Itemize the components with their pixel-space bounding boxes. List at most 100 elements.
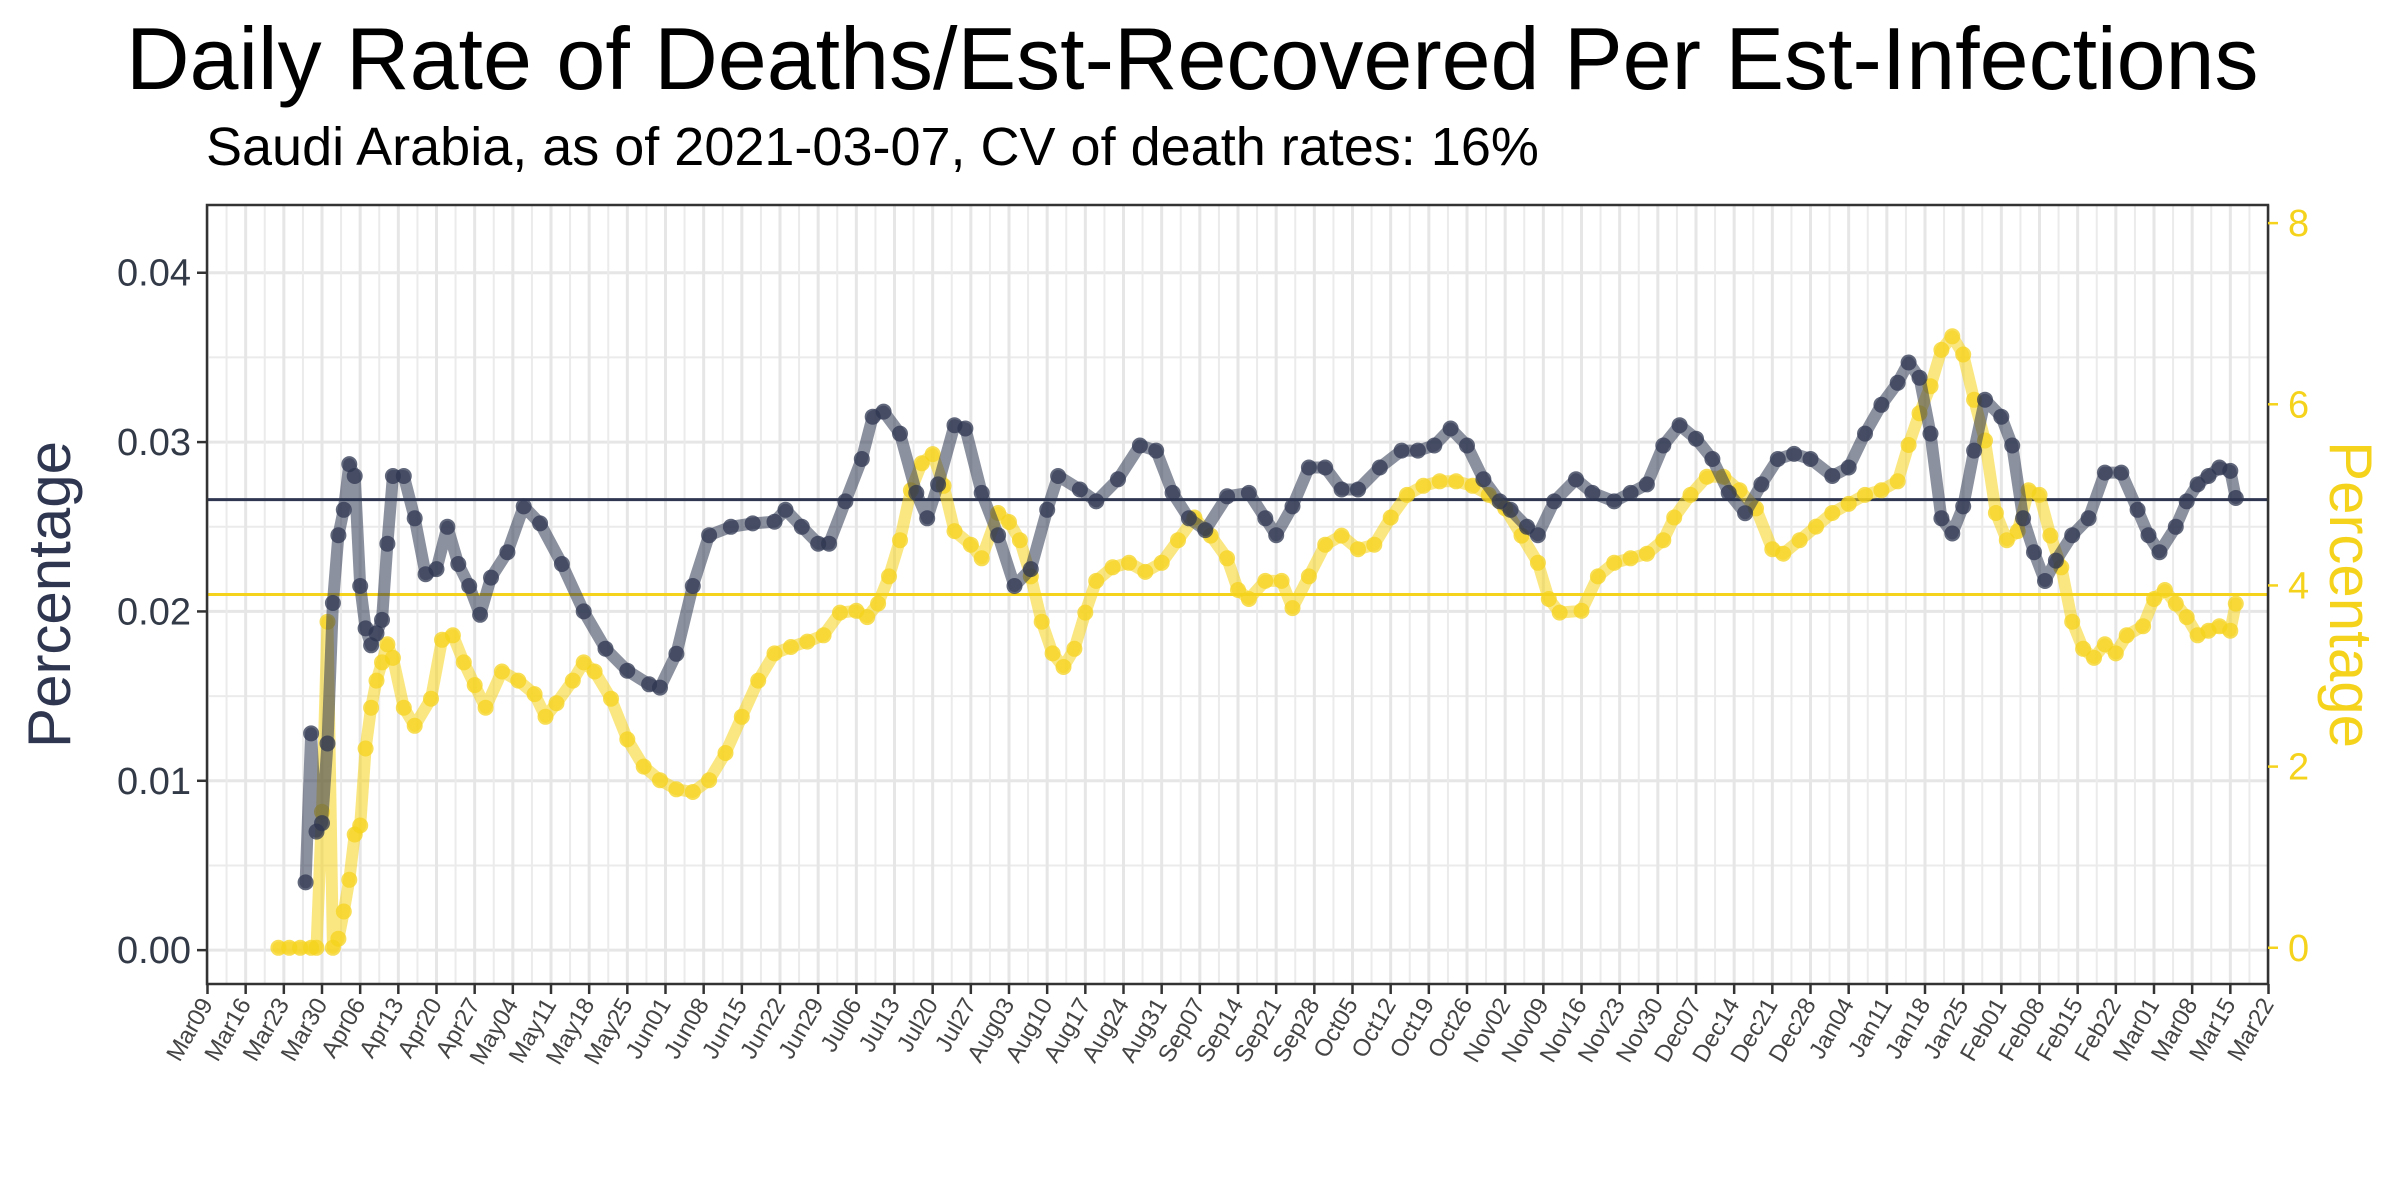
deaths-point [908,484,925,501]
deaths-point [1546,493,1563,510]
recovered-point [1998,532,2015,549]
y-tick-label-right: 6 [2288,384,2309,426]
recovered-point [684,784,701,800]
recovered-point [1987,505,2004,521]
recovered-line [272,330,2242,954]
recovered-point [1573,602,1590,619]
recovered-point [1873,482,1890,499]
deaths-point [1840,459,1857,476]
recovered-point [881,568,897,585]
recovered-point [352,817,369,834]
deaths-point [701,527,718,544]
recovered-point [635,758,652,775]
recovered-point [2118,627,2135,644]
deaths-point [324,595,341,611]
recovered-point [870,595,887,612]
y-tick-label-right: 2 [2288,747,2309,789]
deaths-point [853,451,870,467]
recovered-point [1551,604,1568,621]
deaths-point [2189,476,2206,493]
recovered-point [477,699,494,716]
recovered-point [1682,486,1699,503]
deaths-point [314,815,330,832]
deaths-point [1257,510,1274,527]
recovered-point [406,717,423,734]
recovered-point [1257,572,1274,589]
recovered-point [537,708,554,725]
recovered-point [2075,640,2092,657]
deaths-point [1148,442,1165,459]
recovered-point [330,930,347,947]
recovered-point [1033,613,1050,630]
recovered-point [1824,505,1841,521]
deaths-point [2200,468,2217,484]
deaths-point [1393,442,1410,459]
deaths-point [1197,522,1214,539]
deaths-point [1164,484,1181,501]
recovered-point [1240,591,1257,607]
recovered-point [946,523,963,540]
recovered-point [701,772,718,789]
deaths-point [1284,498,1301,515]
recovered-point [466,677,483,694]
deaths-point [930,476,947,493]
recovered-point [1606,554,1623,571]
deaths-point [652,679,668,696]
recovered-point [1333,527,1350,544]
recovered-point [1300,568,1317,585]
deaths-point [1900,354,1917,371]
recovered-point [1011,532,1028,549]
deaths-point [2015,510,2032,527]
deaths-series [297,354,2244,891]
y-tick-label-left: 0.04 [117,253,191,295]
y-axis-title-left: Percentage [16,441,83,748]
deaths-point [1459,437,1475,454]
y-axis-title-right: Percentage [2317,441,2384,748]
deaths-point [1944,525,1961,542]
recovered-point [1317,536,1334,553]
recovered-point [1153,554,1170,571]
recovered-point [1104,559,1121,576]
recovered-point [962,536,979,553]
recovered-point [363,699,380,716]
deaths-point [1442,420,1459,437]
deaths-point [346,468,363,484]
recovered-point [1273,572,1290,589]
recovered-point [1698,468,1715,485]
deaths-point [777,501,794,518]
recovered-point [717,745,734,761]
deaths-point [341,456,358,473]
deaths-point [1350,481,1366,498]
deaths-point [1769,451,1786,467]
chart-title: Daily Rate of Deaths/Est-Recovered Per E… [126,9,2259,108]
deaths-point [1475,471,1492,488]
deaths-point [1300,459,1317,476]
deaths-point [1638,476,1655,493]
deaths-point [1622,484,1639,501]
deaths-point [892,425,908,442]
recovered-point [859,609,876,626]
recovered-point [2146,591,2162,607]
deaths-point [1802,451,1819,467]
deaths-point [1006,578,1023,594]
deaths-point [450,556,467,572]
deaths-point [2113,464,2130,481]
deaths-point [2140,527,2157,544]
recovered-point [2156,582,2173,598]
deaths-point [875,403,892,420]
recovered-point [379,636,396,653]
deaths-point [575,603,592,620]
chart-subtitle: Saudi Arabia, as of 2021-03-07, CV of de… [206,117,1539,177]
recovered-point [564,672,581,689]
deaths-point [1720,484,1737,501]
recovered-point [2135,618,2152,635]
deaths-point [619,662,636,679]
recovered-point [575,654,592,671]
recovered-point [368,672,385,689]
deaths-point [1655,437,1672,454]
recovered-point [1001,514,1017,530]
deaths-point [1955,498,1972,515]
deaths-point [1786,445,1803,462]
recovered-point [1540,591,1557,607]
deaths-point [2178,493,2195,510]
